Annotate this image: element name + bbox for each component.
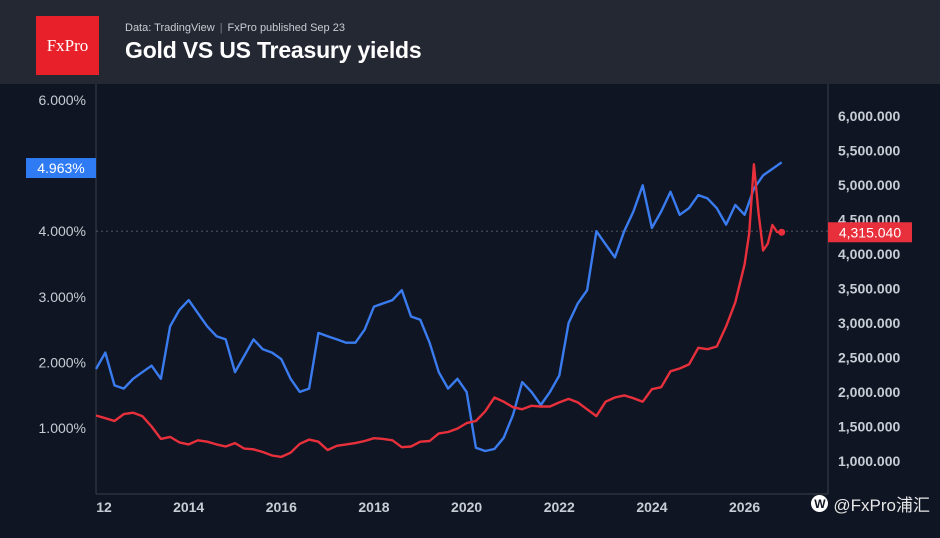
left-tick-label: 2.000% — [39, 354, 86, 370]
right-current-badge — [828, 222, 912, 243]
x-tick-label: 12 — [96, 499, 112, 515]
x-tick-label: 2014 — [173, 499, 204, 515]
right-tick-label: 2,000.000 — [838, 384, 900, 400]
right-tick-label: 4,000.000 — [838, 246, 900, 262]
right-tick-label: 5,500.000 — [838, 143, 900, 159]
header-bar: FxPro Data: TradingView | FxPro publishe… — [0, 0, 940, 84]
watermark: W @FxPro浦汇 — [811, 491, 930, 516]
series-layer — [94, 161, 786, 459]
source-line: Data: TradingView | FxPro published Sep … — [125, 22, 345, 34]
right-current-label: 4,315.040 — [839, 224, 901, 240]
published-text: FxPro published Sep 23 — [227, 22, 345, 34]
right-tick-label: 3,500.000 — [838, 281, 900, 297]
right-tick-label: 2,500.000 — [838, 350, 900, 366]
logo-text: FxPro — [46, 35, 89, 55]
axes-layer — [95, 84, 829, 495]
x-tick-label: 2020 — [451, 499, 482, 515]
watermark-text: @FxPro浦汇 — [833, 496, 930, 515]
separator: | — [219, 22, 223, 34]
right-tick-label: 3,000.000 — [838, 315, 900, 331]
left-tick-label: 1.000% — [39, 420, 86, 436]
left-tick-label: 4.000% — [39, 223, 86, 239]
weibo-icon: W — [811, 495, 829, 512]
x-tick-label: 2024 — [636, 499, 667, 515]
gold-end-dot — [778, 228, 786, 236]
yield-series-line — [94, 161, 783, 453]
x-tick-label: 2016 — [266, 499, 297, 515]
x-tick-label: 2018 — [358, 499, 389, 515]
x-tick-label: 2022 — [544, 499, 575, 515]
left-tick-label: 6.000% — [39, 92, 86, 108]
right-tick-label: 1,500.000 — [838, 419, 900, 435]
left-current-badge — [26, 158, 96, 179]
labels-layer: 6.000% 4.000% 3.000% 2.000% 1.000% 6,000.000 5… — [26, 92, 912, 515]
x-tick-label: 2026 — [729, 499, 760, 515]
right-tick-label: 1,000.000 — [838, 453, 900, 469]
chart-svg: 6.000% 4.000% 3.000% 2.000% 1.000% 6,000.000 5… — [26, 84, 912, 515]
right-tick-label: 6,000.000 — [838, 108, 900, 124]
left-tick-label: 3.000% — [39, 289, 86, 305]
right-tick-label: 5,000.000 — [838, 177, 900, 193]
left-current-label: 4.963% — [37, 160, 84, 176]
chart-title: Gold VS US Treasury yields — [125, 37, 422, 63]
data-source-text: Data: TradingView — [125, 22, 215, 34]
fxpro-logo: FxPro — [36, 16, 99, 75]
gold-series-line — [95, 163, 782, 459]
